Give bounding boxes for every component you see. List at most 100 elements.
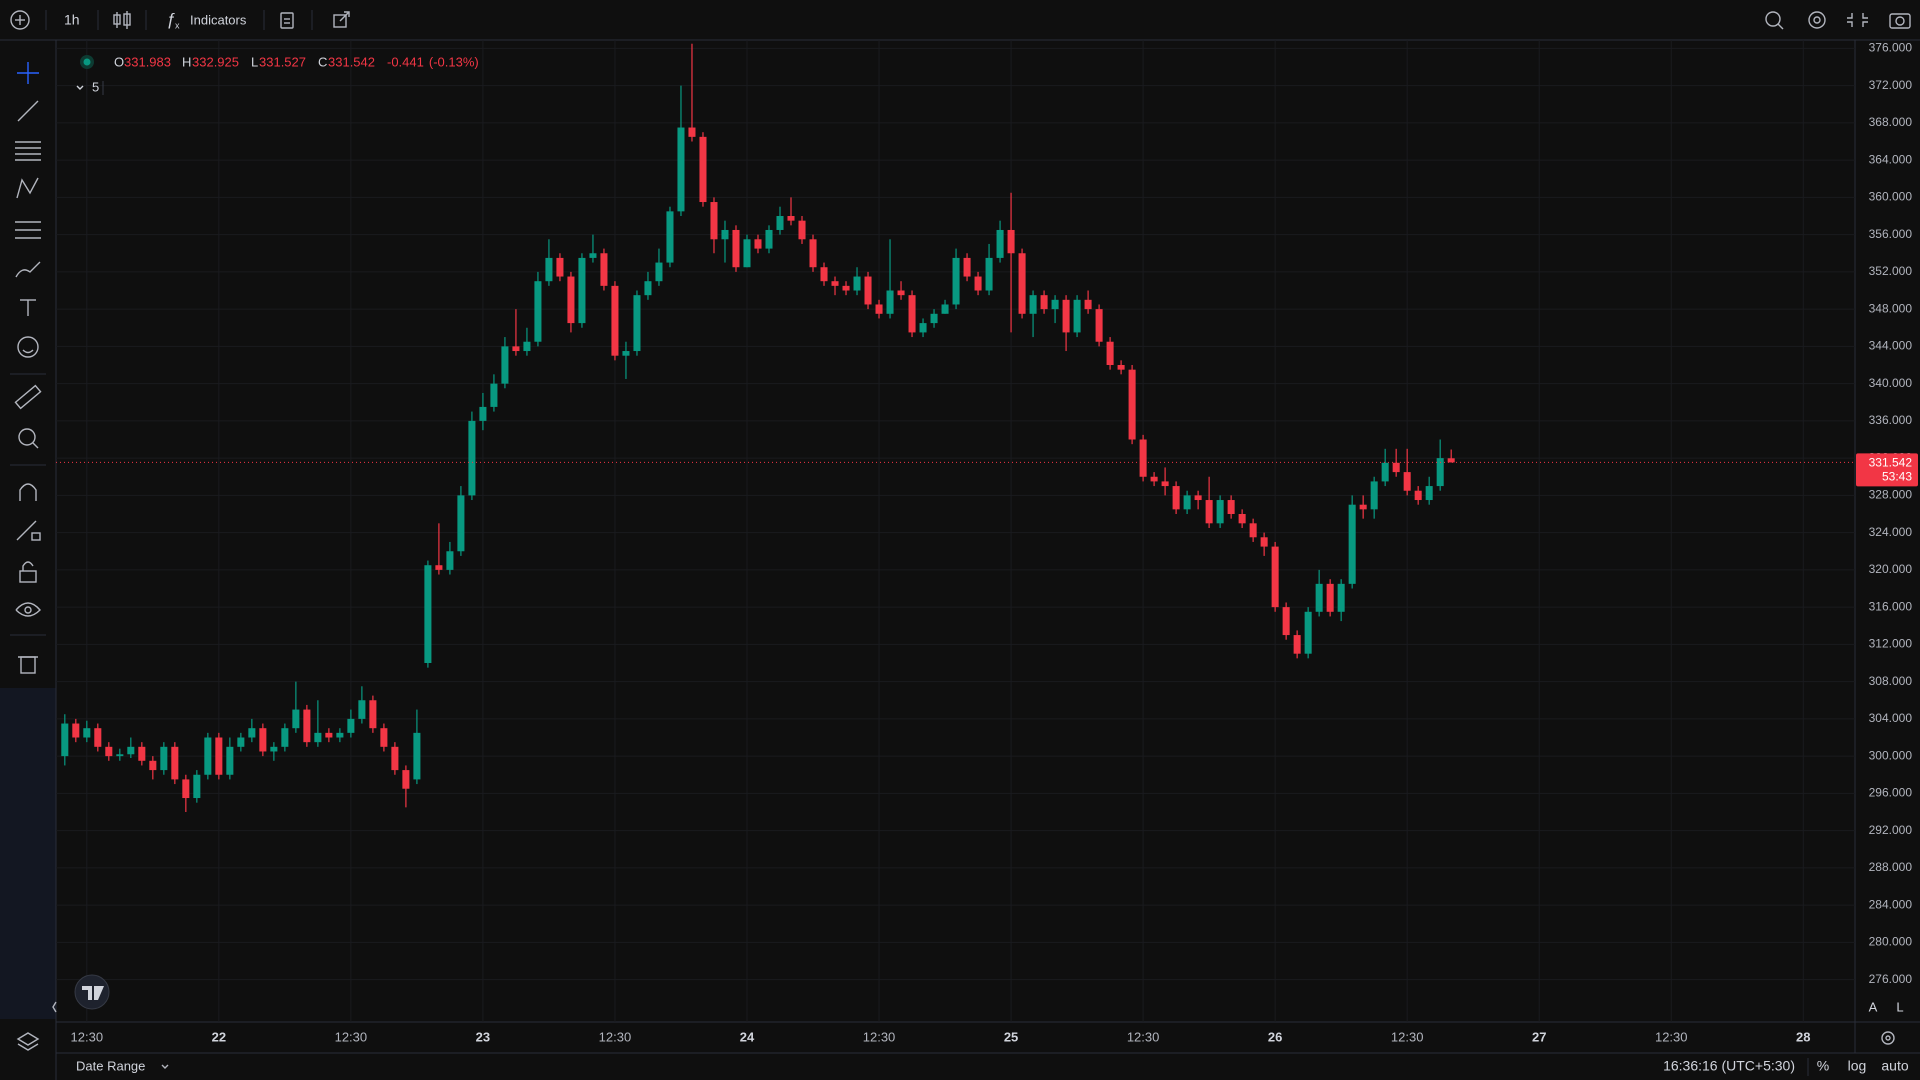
candle-body — [402, 770, 410, 789]
x-tick-label: 26 — [1268, 1029, 1282, 1044]
lock-scale-button[interactable]: L — [1896, 999, 1903, 1014]
candle-body — [622, 351, 630, 356]
candle-body — [534, 281, 542, 342]
x-tick-label: 12:30 — [1655, 1029, 1688, 1044]
candle-body — [314, 732, 322, 743]
candle-body — [1150, 476, 1158, 482]
fx-icon: x — [175, 20, 180, 30]
lock-tool[interactable] — [19, 561, 37, 583]
candle-body — [1227, 500, 1235, 515]
screenshot-button[interactable] — [1889, 13, 1911, 29]
auto-scale-button[interactable]: A — [1869, 999, 1878, 1014]
y-tick-label: 304.000 — [1869, 711, 1913, 725]
candle-body — [347, 718, 355, 733]
last-price-tag — [1856, 453, 1918, 487]
candle-body — [303, 709, 311, 743]
logo[interactable] — [74, 974, 110, 1010]
x-tick-label: 27 — [1532, 1029, 1546, 1044]
fullscreen-button[interactable] — [1847, 13, 1868, 27]
candle-body — [1161, 481, 1169, 487]
indicators-chevron[interactable] — [76, 85, 84, 90]
candle-body — [193, 774, 201, 799]
collapse-button[interactable] — [52, 1001, 57, 1013]
time-settings-button[interactable] — [1881, 1031, 1895, 1045]
candle-body — [600, 253, 608, 286]
candle-body — [710, 202, 718, 240]
candle-body — [391, 746, 399, 771]
brush-tool[interactable] — [15, 261, 41, 278]
percent-toggle[interactable]: % — [1817, 1058, 1829, 1074]
candle-body — [1414, 490, 1422, 501]
fib-tool[interactable] — [15, 141, 41, 161]
settings-button[interactable] — [1808, 11, 1826, 29]
candle-body — [644, 281, 652, 296]
y-tick-label: 364.000 — [1869, 152, 1913, 166]
candle-body — [732, 229, 740, 268]
candle-body — [688, 127, 696, 137]
chart-type-button[interactable] — [113, 11, 131, 29]
candle-body — [1205, 500, 1213, 524]
crosshair-tool[interactable] — [17, 62, 39, 84]
candle-body — [1139, 439, 1147, 477]
x-tick-label: 12:30 — [863, 1029, 896, 1044]
zoom-tool[interactable] — [18, 428, 39, 449]
candle-body — [61, 723, 69, 757]
date-range-button[interactable]: Date Range — [76, 1058, 145, 1073]
trend-line-tool[interactable] — [17, 100, 39, 122]
y-tick-label: 312.000 — [1869, 637, 1913, 651]
candle-body — [919, 323, 927, 333]
legend-letter: O — [114, 54, 124, 69]
candle-body — [1293, 635, 1301, 654]
publish-button[interactable] — [333, 11, 350, 28]
candle-body — [72, 723, 80, 738]
prediction-tool[interactable] — [15, 221, 41, 239]
icon-tool[interactable] — [17, 336, 39, 358]
left-toolbar — [0, 40, 57, 1080]
status-dot — [83, 58, 91, 66]
candle-body — [1381, 462, 1389, 482]
lock-drawings-tool[interactable] — [16, 520, 41, 541]
legend-value: 331.542 — [328, 54, 375, 69]
candle-body — [666, 211, 674, 263]
candle-body — [1260, 537, 1268, 547]
date-range-caret — [161, 1064, 169, 1069]
candle-body — [1073, 299, 1081, 333]
object-tree-button[interactable] — [16, 1032, 40, 1051]
templates-button[interactable] — [280, 12, 294, 29]
candle-body — [1392, 462, 1400, 473]
x-tick-label: 12:30 — [1127, 1029, 1160, 1044]
search-button[interactable] — [1765, 11, 1784, 30]
candle-body — [292, 709, 300, 729]
candle-body — [83, 728, 91, 738]
delete-tool[interactable] — [18, 656, 38, 674]
legend-value: 331.527 — [259, 54, 306, 69]
candle-body — [501, 346, 509, 384]
add-symbol-button[interactable] — [10, 10, 30, 30]
y-tick-label: 292.000 — [1869, 823, 1913, 837]
grid — [56, 40, 1855, 1022]
candle-body — [325, 732, 333, 738]
candle-body — [721, 229, 729, 240]
candle-body — [853, 276, 861, 291]
candle-body — [567, 276, 575, 324]
interval-button[interactable]: 1h — [64, 12, 80, 28]
y-tick-label: 324.000 — [1869, 525, 1913, 539]
candle-body — [270, 746, 278, 752]
candle-body — [578, 257, 586, 324]
text-tool[interactable] — [20, 299, 36, 316]
magnet-tool[interactable] — [19, 483, 37, 501]
candle-body — [754, 239, 762, 249]
auto-toggle[interactable]: auto — [1881, 1058, 1908, 1074]
pattern-tool[interactable] — [16, 177, 39, 199]
ruler-tool[interactable] — [14, 384, 42, 410]
candle-body — [1018, 253, 1026, 314]
indicators-label[interactable]: Indicators — [190, 12, 247, 27]
log-toggle[interactable]: log — [1848, 1058, 1867, 1074]
indicator-count[interactable]: 5 — [92, 79, 99, 94]
candle-body — [138, 746, 146, 761]
y-tick-label: 280.000 — [1869, 935, 1913, 949]
y-tick-label: 316.000 — [1869, 599, 1913, 613]
visibility-tool[interactable] — [15, 602, 41, 617]
legend-letter: C — [318, 54, 327, 69]
